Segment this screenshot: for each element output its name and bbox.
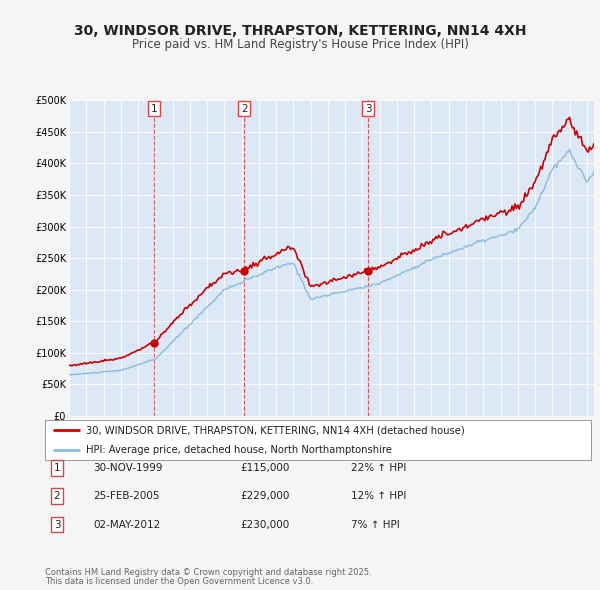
Text: 30, WINDSOR DRIVE, THRAPSTON, KETTERING, NN14 4XH (detached house): 30, WINDSOR DRIVE, THRAPSTON, KETTERING,… bbox=[86, 425, 465, 435]
Text: 22% ↑ HPI: 22% ↑ HPI bbox=[351, 463, 406, 473]
Text: 02-MAY-2012: 02-MAY-2012 bbox=[93, 520, 160, 529]
Text: HPI: Average price, detached house, North Northamptonshire: HPI: Average price, detached house, Nort… bbox=[86, 445, 392, 455]
Text: 2: 2 bbox=[53, 491, 61, 501]
Text: This data is licensed under the Open Government Licence v3.0.: This data is licensed under the Open Gov… bbox=[45, 578, 313, 586]
Text: 30, WINDSOR DRIVE, THRAPSTON, KETTERING, NN14 4XH: 30, WINDSOR DRIVE, THRAPSTON, KETTERING,… bbox=[74, 24, 526, 38]
Text: 1: 1 bbox=[53, 463, 61, 473]
Text: Contains HM Land Registry data © Crown copyright and database right 2025.: Contains HM Land Registry data © Crown c… bbox=[45, 568, 371, 577]
Text: 1: 1 bbox=[151, 103, 157, 113]
Text: £230,000: £230,000 bbox=[240, 520, 289, 529]
Text: 30-NOV-1999: 30-NOV-1999 bbox=[93, 463, 163, 473]
Text: 7% ↑ HPI: 7% ↑ HPI bbox=[351, 520, 400, 529]
Text: 3: 3 bbox=[365, 103, 371, 113]
Text: 2: 2 bbox=[241, 103, 248, 113]
Text: 25-FEB-2005: 25-FEB-2005 bbox=[93, 491, 160, 501]
Text: £229,000: £229,000 bbox=[240, 491, 289, 501]
Text: 12% ↑ HPI: 12% ↑ HPI bbox=[351, 491, 406, 501]
Text: £115,000: £115,000 bbox=[240, 463, 289, 473]
Text: Price paid vs. HM Land Registry's House Price Index (HPI): Price paid vs. HM Land Registry's House … bbox=[131, 38, 469, 51]
Text: 3: 3 bbox=[53, 520, 61, 529]
